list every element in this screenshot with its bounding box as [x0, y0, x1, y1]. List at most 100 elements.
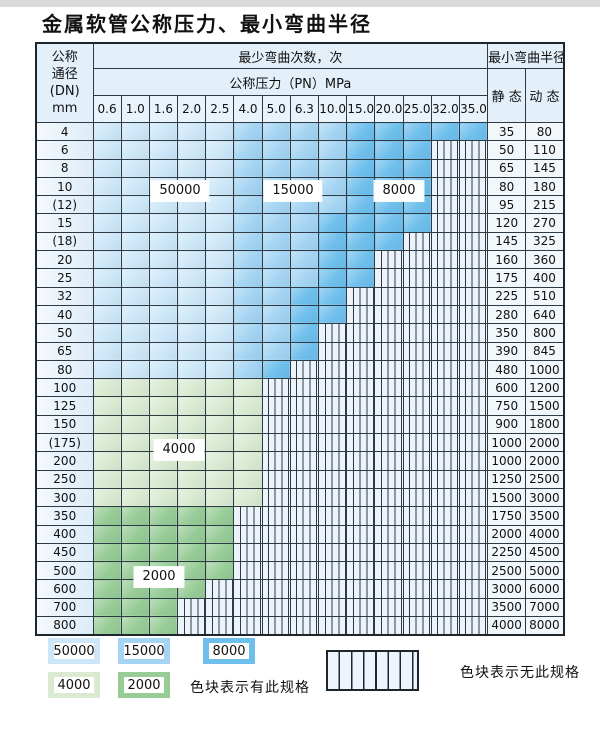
matrix-cell-unavailable — [458, 286, 489, 306]
dynamic-radius-cell: 5000 — [525, 561, 565, 581]
matrix-cell-unavailable — [402, 487, 432, 508]
matrix-cell-available — [317, 286, 348, 306]
static-radius-cell: 65 — [487, 158, 527, 178]
matrix-cell-available — [120, 195, 150, 215]
matrix-cell-available — [92, 451, 122, 471]
matrix-cell-available — [177, 396, 207, 416]
dynamic-radius-cell: 270 — [525, 213, 565, 233]
matrix-cell-available — [233, 304, 263, 325]
legend-swatch-label: 2000 — [124, 677, 164, 693]
matrix-cell-unavailable — [374, 323, 404, 343]
matrix-cell-available — [120, 378, 150, 398]
matrix-cell-available — [402, 121, 432, 142]
matrix-cell-unavailable — [261, 506, 291, 526]
matrix-cell-available — [148, 250, 179, 270]
matrix-cell-unavailable — [458, 140, 489, 160]
dynamic-radius-cell: 180 — [525, 176, 565, 197]
table-row: 600 3000 6000 — [35, 579, 565, 599]
matrix-cell-available — [120, 396, 150, 416]
dynamic-radius-cell: 640 — [525, 304, 565, 325]
matrix-cell-unavailable — [346, 469, 376, 489]
static-radius-cell: 2250 — [487, 542, 527, 563]
matrix-cell-unavailable — [289, 542, 320, 563]
matrix-cell-unavailable — [430, 323, 460, 343]
corner-line: 通径 — [51, 67, 78, 82]
static-radius-cell: 175 — [487, 268, 527, 288]
table-row: 250 1250 2500 — [35, 469, 565, 489]
matrix-cell-available — [261, 359, 291, 380]
matrix-cell-unavailable — [374, 579, 404, 599]
dn-cell: 4 — [35, 121, 94, 142]
matrix-cell-unavailable — [402, 341, 432, 361]
matrix-cell-available — [205, 323, 235, 343]
matrix-cell-available — [317, 250, 348, 270]
matrix-cell-available — [92, 304, 122, 325]
matrix-cell-available — [205, 268, 235, 288]
table-row: 8 65 145 — [35, 158, 565, 178]
table-row: 350 1750 3500 — [35, 506, 565, 526]
dynamic-radius-cell: 1500 — [525, 396, 565, 416]
matrix-cell-available — [233, 286, 263, 306]
matrix-cell-available — [261, 231, 291, 252]
absent-pattern-swatch — [326, 650, 419, 691]
matrix-cell-available — [92, 487, 122, 508]
matrix-cell-available — [289, 213, 320, 233]
static-radius-cell: 390 — [487, 341, 527, 361]
matrix-cell-available — [233, 414, 263, 435]
matrix-cell-unavailable — [374, 396, 404, 416]
matrix-cell-available — [289, 158, 320, 178]
matrix-cell-unavailable — [233, 524, 263, 544]
matrix-cell-unavailable — [374, 268, 404, 288]
matrix-cell-available — [120, 451, 150, 471]
table-row: 25 175 400 — [35, 268, 565, 288]
matrix-cell-unavailable — [374, 524, 404, 544]
matrix-cell-available — [92, 286, 122, 306]
matrix-cell-unavailable — [261, 487, 291, 508]
matrix-cell-unavailable — [261, 597, 291, 618]
matrix-cell-unavailable — [430, 487, 460, 508]
matrix-cell-available — [177, 341, 207, 361]
static-radius-cell: 480 — [487, 359, 527, 380]
table-row: 6 50 110 — [35, 140, 565, 160]
matrix-cell-unavailable — [430, 304, 460, 325]
matrix-cell-available — [402, 158, 432, 178]
matrix-cell-unavailable — [317, 616, 348, 636]
matrix-cell-available — [92, 121, 122, 142]
matrix-cell-available — [205, 451, 235, 471]
matrix-cell-available — [205, 378, 235, 398]
matrix-cell-available — [233, 250, 263, 270]
table-row: 800 4000 8000 — [35, 616, 565, 636]
corner-line: 公称 — [51, 50, 78, 65]
dn-cell: 600 — [35, 579, 94, 599]
static-radius-cell: 1000 — [487, 433, 527, 453]
matrix-cell-unavailable — [430, 378, 460, 398]
matrix-cell-unavailable — [289, 359, 320, 380]
matrix-cell-unavailable — [430, 341, 460, 361]
matrix-cell-available — [120, 433, 150, 453]
dn-cell: 300 — [35, 487, 94, 508]
table-row: 500 2500 5000 — [35, 561, 565, 581]
matrix-cell-available — [261, 250, 291, 270]
matrix-cell-available — [148, 121, 179, 142]
matrix-cell-unavailable — [317, 396, 348, 416]
matrix-cell-available — [233, 469, 263, 489]
dynamic-radius-cell: 1000 — [525, 359, 565, 380]
matrix-cell-unavailable — [458, 579, 489, 599]
matrix-cell-available — [346, 268, 376, 288]
matrix-cell-unavailable — [346, 414, 376, 435]
matrix-cell-available — [148, 213, 179, 233]
matrix-cell-unavailable — [261, 433, 291, 453]
matrix-cell-unavailable — [374, 561, 404, 581]
matrix-cell-available — [92, 524, 122, 544]
matrix-cell-available — [233, 176, 263, 197]
pressure-cycles-table: 公称 通径 (DN) mm 最少弯曲次数，次 最小弯曲半径 公称压力（PN）MP… — [35, 42, 565, 636]
static-radius-cell: 95 — [487, 195, 527, 215]
matrix-cell-available — [92, 250, 122, 270]
matrix-cell-available — [346, 213, 376, 233]
matrix-cell-unavailable — [233, 506, 263, 526]
pn-col-header: 5.0 — [261, 95, 291, 123]
matrix-cell-unavailable — [458, 323, 489, 343]
dynamic-radius-cell: 2500 — [525, 469, 565, 489]
matrix-cell-unavailable — [261, 451, 291, 471]
static-radius-cell: 3500 — [487, 597, 527, 618]
